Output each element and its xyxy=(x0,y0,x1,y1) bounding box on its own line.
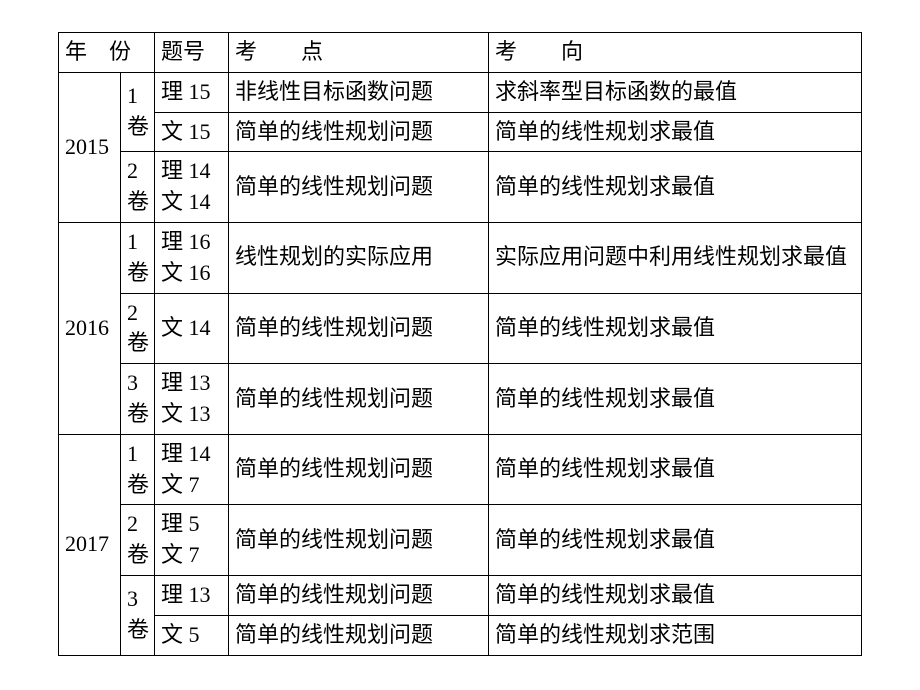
dir-cell: 实际应用问题中利用线性规划求最值 xyxy=(489,222,862,293)
year-cell: 2015 xyxy=(59,72,121,222)
topic-cell: 简单的线性规划问题 xyxy=(229,615,489,655)
num-cell: 理 14 文 7 xyxy=(155,434,229,505)
dir-cell: 简单的线性规划求范围 xyxy=(489,615,862,655)
num-line: 理 16 xyxy=(161,227,222,258)
table-row: 3 卷 理 13 文 13 简单的线性规划问题 简单的线性规划求最值 xyxy=(59,364,862,435)
num-line: 理 13 xyxy=(161,368,222,399)
table-row: 3 卷 理 13 简单的线性规划问题 简单的线性规划求最值 xyxy=(59,575,862,615)
num-line: 文 16 xyxy=(161,258,222,289)
num-cell: 理 13 文 13 xyxy=(155,364,229,435)
header-topic: 考 点 xyxy=(229,33,489,73)
num-cell: 文 14 xyxy=(155,293,229,364)
num-cell: 理 5 文 7 xyxy=(155,505,229,576)
dir-cell: 简单的线性规划求最值 xyxy=(489,364,862,435)
num-line: 文 7 xyxy=(161,540,222,571)
vol-cell: 2 卷 xyxy=(121,505,155,576)
table-row: 2016 1 卷 理 16 文 16 线性规划的实际应用 实际应用问题中利用线性… xyxy=(59,222,862,293)
topic-cell: 简单的线性规划问题 xyxy=(229,293,489,364)
topic-cell: 简单的线性规划问题 xyxy=(229,505,489,576)
table-row: 2 卷 文 14 简单的线性规划问题 简单的线性规划求最值 xyxy=(59,293,862,364)
header-year: 年 份 xyxy=(59,33,155,73)
num-line: 理 14 xyxy=(161,439,222,470)
num-line: 理 14 xyxy=(161,156,222,187)
dir-cell: 简单的线性规划求最值 xyxy=(489,112,862,152)
topic-cell: 非线性目标函数问题 xyxy=(229,72,489,112)
num-line: 理 5 xyxy=(161,509,222,540)
table-header-row: 年 份 题号 考 点 考 向 xyxy=(59,33,862,73)
vol-cell: 1 卷 xyxy=(121,222,155,293)
exam-table: 年 份 题号 考 点 考 向 2015 1 卷 理 15 非线性目标函数问题 求… xyxy=(58,32,862,656)
year-cell: 2017 xyxy=(59,434,121,655)
topic-cell: 简单的线性规划问题 xyxy=(229,434,489,505)
header-direction: 考 向 xyxy=(489,33,862,73)
vol-cell: 3 卷 xyxy=(121,364,155,435)
topic-cell: 简单的线性规划问题 xyxy=(229,112,489,152)
header-num: 题号 xyxy=(155,33,229,73)
topic-cell: 简单的线性规划问题 xyxy=(229,364,489,435)
num-cell: 理 13 xyxy=(155,575,229,615)
vol-cell: 1 卷 xyxy=(121,434,155,505)
vol-cell: 1 卷 xyxy=(121,72,155,152)
num-cell: 理 15 xyxy=(155,72,229,112)
vol-cell: 3 卷 xyxy=(121,575,155,655)
num-cell: 文 15 xyxy=(155,112,229,152)
dir-cell: 简单的线性规划求最值 xyxy=(489,293,862,364)
year-cell: 2016 xyxy=(59,222,121,434)
table-row: 2 卷 理 5 文 7 简单的线性规划问题 简单的线性规划求最值 xyxy=(59,505,862,576)
dir-cell: 简单的线性规划求最值 xyxy=(489,505,862,576)
dir-cell: 简单的线性规划求最值 xyxy=(489,152,862,223)
num-cell: 理 16 文 16 xyxy=(155,222,229,293)
table-row: 文 5 简单的线性规划问题 简单的线性规划求范围 xyxy=(59,615,862,655)
num-line: 文 14 xyxy=(161,187,222,218)
dir-cell: 简单的线性规划求最值 xyxy=(489,434,862,505)
num-cell: 文 5 xyxy=(155,615,229,655)
vol-cell: 2 卷 xyxy=(121,152,155,223)
table-row: 2017 1 卷 理 14 文 7 简单的线性规划问题 简单的线性规划求最值 xyxy=(59,434,862,505)
table-row: 2015 1 卷 理 15 非线性目标函数问题 求斜率型目标函数的最值 xyxy=(59,72,862,112)
dir-cell: 简单的线性规划求最值 xyxy=(489,575,862,615)
vol-cell: 2 卷 xyxy=(121,293,155,364)
dir-cell: 求斜率型目标函数的最值 xyxy=(489,72,862,112)
table-row: 2 卷 理 14 文 14 简单的线性规划问题 简单的线性规划求最值 xyxy=(59,152,862,223)
table-row: 文 15 简单的线性规划问题 简单的线性规划求最值 xyxy=(59,112,862,152)
topic-cell: 简单的线性规划问题 xyxy=(229,152,489,223)
num-cell: 理 14 文 14 xyxy=(155,152,229,223)
topic-cell: 简单的线性规划问题 xyxy=(229,575,489,615)
num-line: 文 7 xyxy=(161,470,222,501)
num-line: 文 13 xyxy=(161,399,222,430)
topic-cell: 线性规划的实际应用 xyxy=(229,222,489,293)
